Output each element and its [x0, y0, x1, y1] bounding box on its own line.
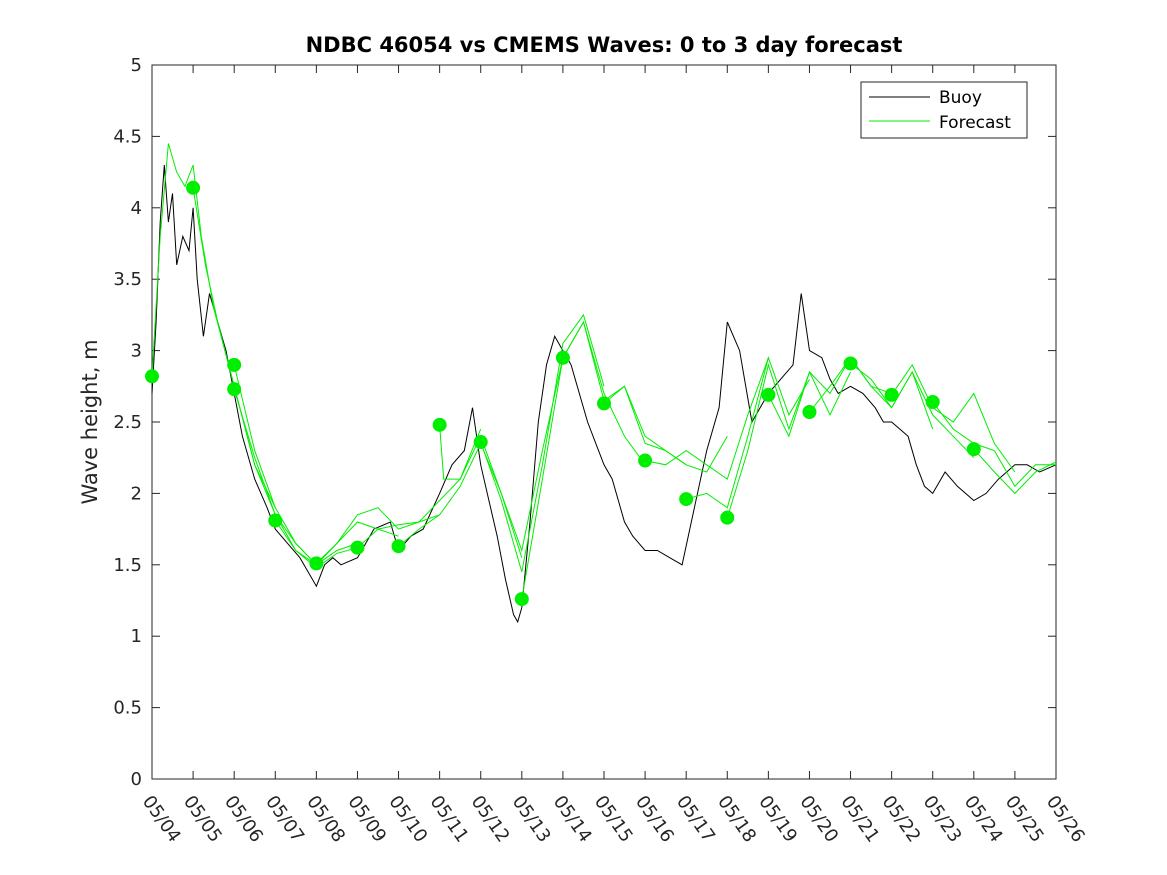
forecast-start-point [679, 492, 694, 507]
forecast-start-point [597, 396, 611, 411]
y-tick-label: 1 [131, 626, 142, 647]
forecast-start-point [145, 369, 159, 384]
forecast-run-line [686, 356, 810, 509]
y-tick-label: 0 [131, 769, 142, 790]
forecast-start-point [720, 510, 735, 525]
forecast-start-point [638, 453, 653, 468]
y-tick-label: 2 [131, 483, 142, 504]
forecast-start-point [227, 357, 242, 372]
forecast-start-point [432, 417, 447, 432]
forecast-start-point [391, 539, 406, 554]
legend-box [860, 81, 1028, 139]
forecast-start-point [802, 405, 817, 420]
y-tick-label: 4.5 [113, 126, 142, 147]
forecast-start-point [761, 387, 776, 402]
forecast-start-point [555, 350, 570, 365]
forecast-run-line [973, 448, 1057, 495]
legend-forecast-label: Forecast [939, 113, 1011, 133]
y-tick-label: 3.5 [113, 269, 142, 290]
y-tick-label: 5 [131, 55, 142, 76]
chart-title: NDBC 46054 vs CMEMS Waves: 0 to 3 day fo… [306, 33, 903, 57]
forecast-run-line [192, 187, 317, 566]
forecast-start-point [350, 540, 365, 555]
legend-buoy-label: Buoy [939, 88, 982, 108]
forecast-run-line [603, 385, 728, 473]
forecast-start-point [268, 513, 283, 528]
buoy-series-line [151, 164, 1057, 624]
forecast-start-point [966, 442, 981, 457]
forecast-run-line [644, 357, 769, 480]
forecast-start-point [884, 387, 899, 402]
forecast-run-line [233, 364, 358, 566]
forecast-run-line [480, 313, 605, 573]
y-axis-label: Wave height, m [78, 339, 102, 504]
forecast-run-line [439, 357, 564, 553]
y-tick-label: 2.5 [113, 412, 142, 433]
forecast-start-point [925, 395, 940, 410]
legend: Buoy Forecast [860, 81, 1028, 139]
y-tick-label: 1.5 [113, 555, 142, 576]
forecast-start-point [473, 434, 488, 449]
forecast-start-point [843, 356, 858, 371]
forecast-start-point [186, 180, 201, 195]
forecast-start-point [514, 592, 529, 607]
y-tick-label: 0.5 [113, 698, 142, 719]
forecast-start-point [227, 382, 242, 397]
forecast-run-line [932, 401, 1056, 488]
y-tick-label: 4 [131, 198, 142, 219]
forecast-run-line [891, 363, 1016, 473]
forecast-run-line [726, 363, 851, 518]
forecast-start-point [309, 556, 324, 571]
y-tick-label: 3 [131, 341, 142, 362]
forecast-run-line [850, 363, 975, 459]
